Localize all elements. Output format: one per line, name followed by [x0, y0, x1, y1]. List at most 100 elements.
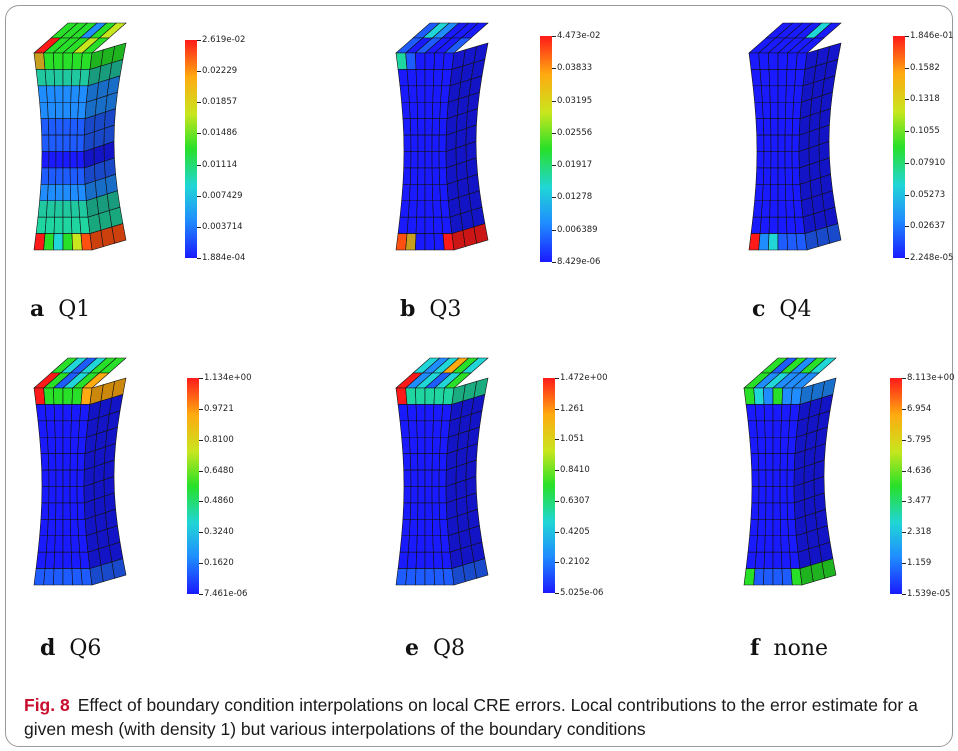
colorbar-tick: [552, 132, 556, 134]
colorbar-gradient: [543, 378, 555, 593]
colorbar-e: 1.472e+00 1.261 1.051 0.8410 0.6307 0.4205 0.2…: [543, 373, 608, 598]
colorbar-tick-label: 0.1318: [910, 94, 940, 105]
colorbar-tick-label: 0.4205: [560, 526, 590, 537]
colorbar-tick: [555, 593, 559, 594]
colorbar-tick: [197, 226, 201, 228]
colorbar-tick-label: 0.03195: [557, 95, 593, 106]
colorbar-tick-label: 0.6480: [204, 465, 234, 476]
colorbar-tick: [555, 531, 559, 533]
colorbar-tick-label: 0.007429: [202, 190, 243, 201]
mesh-column: [33, 357, 127, 586]
colorbar-tick-label: 0.1055: [910, 126, 940, 137]
colorbar-tick-label: 0.01278: [557, 192, 593, 203]
colorbar-tick: [552, 165, 556, 167]
colorbar-tick: [197, 71, 201, 73]
colorbar-tick: [197, 133, 201, 135]
caption-text: Effect of boundary condition interpolati…: [24, 695, 918, 739]
colorbar-tick-label: 1.539e-05: [907, 589, 951, 599]
colorbar-tick: [199, 532, 203, 534]
colorbar-tick-label: 0.01486: [202, 128, 238, 139]
colorbar-tick-label: 5.795: [907, 434, 932, 445]
colorbar-tick: [552, 197, 556, 199]
colorbar-tick: [902, 408, 906, 410]
panel-name: Q4: [779, 297, 812, 322]
colorbar-tick-label: 1.261: [560, 403, 585, 414]
panel-letter: c: [752, 296, 766, 322]
colorbar-tick-label: 1.134e+00: [204, 373, 252, 383]
panel-name: none: [773, 636, 829, 661]
colorbar-a: 2.619e-02 0.02229 0.01857 0.01486 0.01114 0.0…: [185, 35, 245, 263]
colorbar-tick: [902, 501, 906, 503]
colorbar-tick: [199, 501, 203, 503]
colorbar-tick-label: 1.051: [560, 434, 585, 445]
colorbar-tick: [555, 500, 559, 502]
colorbar-gradient: [540, 36, 552, 262]
colorbar-tick: [199, 563, 203, 565]
colorbar-tick: [555, 408, 559, 410]
mesh-column: [748, 22, 842, 251]
colorbar-tick: [552, 68, 556, 70]
colorbar-tick-label: 0.03833: [557, 63, 593, 74]
panel-label-c: c Q4: [752, 296, 811, 322]
colorbar-tick: [197, 258, 201, 259]
colorbar-tick-label: 0.8100: [204, 434, 234, 445]
colorbar-tick: [902, 378, 906, 379]
colorbar-tick-label: 0.6307: [560, 495, 590, 506]
colorbar-tick-label: 0.1620: [204, 558, 234, 569]
colorbar-tick: [199, 594, 203, 595]
colorbar-tick-label: 0.4860: [204, 496, 234, 507]
mesh-column: [743, 357, 837, 586]
colorbar-gradient: [893, 36, 905, 258]
colorbar-tick-label: 0.8410: [560, 465, 590, 476]
colorbar-tick-label: 0.02556: [557, 127, 593, 138]
colorbar-tick-label: 2.248e-05: [910, 253, 954, 263]
colorbar-c: 1.846e-01 0.1582 0.1318 0.1055 0.07910 0.0527…: [893, 31, 953, 263]
colorbar-d: 1.134e+00 0.9721 0.8100 0.6480 0.4860 0.3240 0…: [187, 373, 252, 599]
colorbar-tick-label: 4.636: [907, 465, 932, 476]
colorbar-b: 4.473e-02 0.03833 0.03195 0.02556 0.01917 0.0…: [540, 31, 600, 267]
colorbar-tick-label: 6.954: [907, 403, 932, 414]
colorbar-tick-label: 0.1582: [910, 62, 940, 73]
colorbar-tick: [199, 470, 203, 472]
colorbar-tick-label: 0.006389: [557, 224, 598, 235]
colorbar-tick: [555, 562, 559, 564]
colorbar-tick-label: 1.472e+00: [560, 373, 608, 383]
colorbar-tick: [199, 439, 203, 441]
colorbar-tick: [905, 99, 909, 101]
colorbar-tick: [199, 378, 203, 379]
panel-letter: e: [405, 635, 419, 661]
colorbar-tick: [905, 194, 909, 196]
panel-label-e: e Q8: [405, 635, 465, 661]
colorbar-tick: [555, 378, 559, 379]
colorbar-tick: [905, 131, 909, 133]
panel-letter: f: [750, 635, 760, 661]
colorbar-tick-label: 0.2102: [560, 557, 590, 568]
colorbar-tick: [905, 36, 909, 37]
colorbar-tick-label: 0.07910: [910, 157, 946, 168]
figure-label: Fig. 8: [24, 695, 70, 715]
colorbar-tick-label: 0.9721: [204, 403, 234, 414]
colorbar-tick: [905, 67, 909, 69]
colorbar-gradient: [185, 40, 197, 258]
mesh-column: [395, 22, 489, 251]
colorbar-tick: [902, 439, 906, 441]
colorbar-tick-label: 1.159: [907, 558, 932, 569]
panel-label-f: f none: [750, 635, 828, 661]
figure-caption: Fig. 8 Effect of boundary condition inter…: [24, 693, 929, 741]
colorbar-tick: [199, 408, 203, 410]
colorbar-tick: [905, 162, 909, 164]
colorbar-tick: [555, 439, 559, 441]
colorbar-tick: [552, 229, 556, 231]
colorbar-tick: [197, 164, 201, 166]
colorbar-gradient: [187, 378, 199, 594]
colorbar-tick: [552, 36, 556, 37]
colorbar-tick-label: 2.318: [907, 527, 932, 538]
colorbar-tick: [555, 470, 559, 472]
colorbar-tick-label: 2.619e-02: [202, 35, 246, 45]
colorbar-tick: [197, 102, 201, 104]
panel-name: Q8: [433, 636, 466, 661]
colorbar-tick: [902, 532, 906, 534]
colorbar-tick-label: 0.01917: [557, 160, 593, 171]
panel-label-d: d Q6: [40, 635, 101, 661]
colorbar-tick-label: 1.884e-04: [202, 253, 246, 263]
